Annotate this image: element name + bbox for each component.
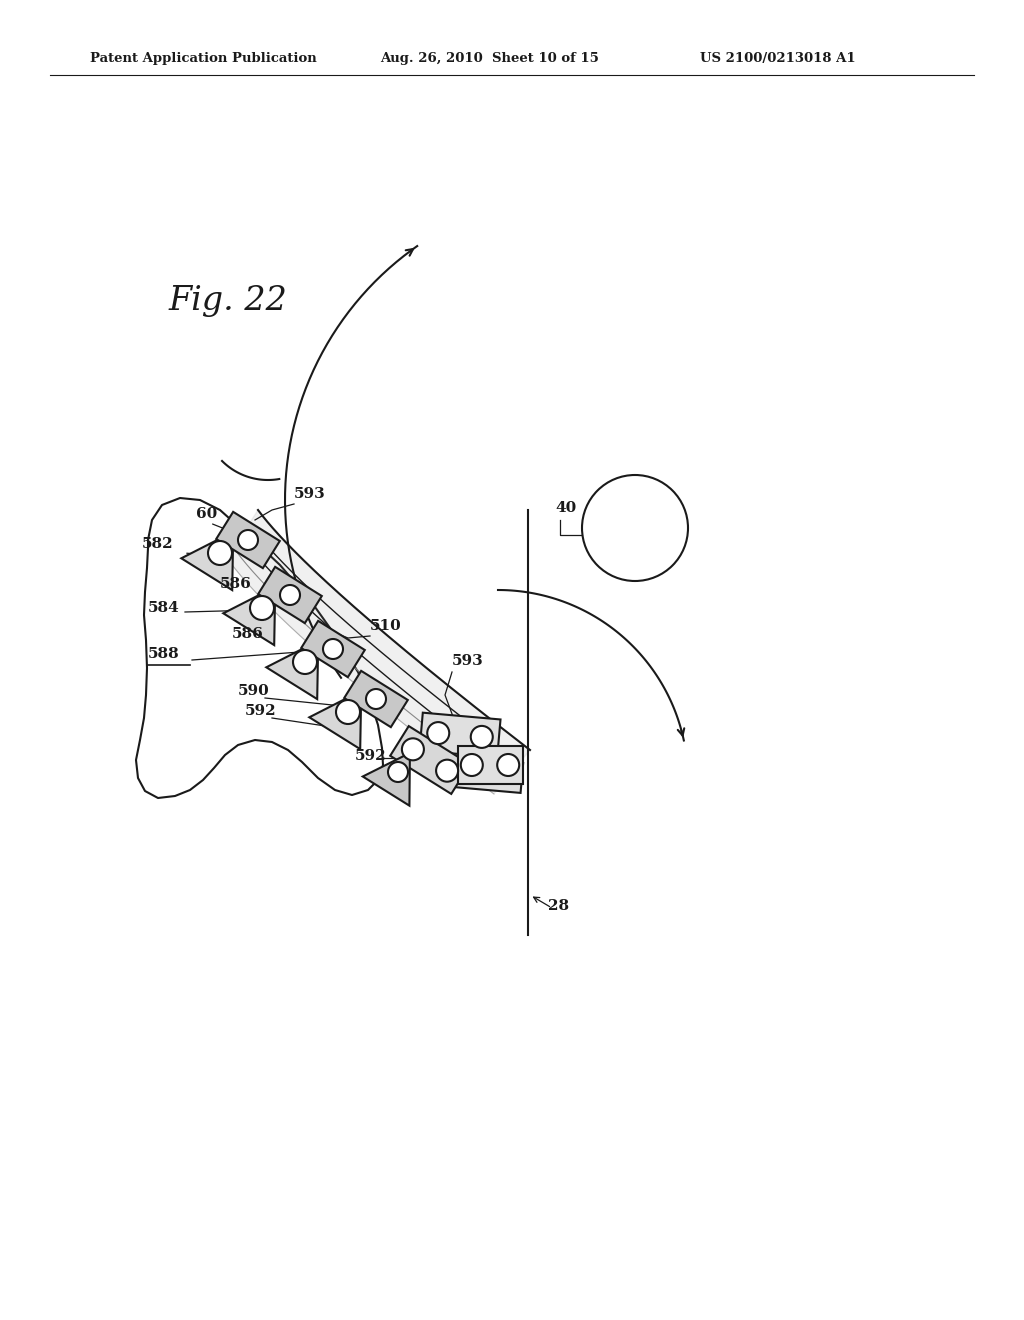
Circle shape <box>401 738 424 760</box>
Text: 510: 510 <box>370 619 401 634</box>
Polygon shape <box>390 726 470 793</box>
Circle shape <box>238 531 258 550</box>
Text: 586: 586 <box>220 577 252 591</box>
Circle shape <box>293 649 317 675</box>
Circle shape <box>250 597 274 620</box>
Polygon shape <box>266 640 318 700</box>
Polygon shape <box>309 690 361 748</box>
Polygon shape <box>181 532 233 590</box>
Text: 592: 592 <box>355 748 387 763</box>
Circle shape <box>427 722 450 744</box>
Text: 584: 584 <box>148 601 180 615</box>
Polygon shape <box>227 510 530 795</box>
Polygon shape <box>258 566 322 623</box>
Polygon shape <box>301 620 365 677</box>
Circle shape <box>461 754 482 776</box>
Circle shape <box>388 762 408 781</box>
Text: 590: 590 <box>238 684 269 698</box>
Text: Patent Application Publication: Patent Application Publication <box>90 51 316 65</box>
Text: US 2100/0213018 A1: US 2100/0213018 A1 <box>700 51 856 65</box>
Circle shape <box>336 700 360 723</box>
Polygon shape <box>362 752 410 805</box>
Polygon shape <box>453 758 523 793</box>
Circle shape <box>436 760 458 781</box>
Text: 592: 592 <box>245 704 276 718</box>
Text: Aug. 26, 2010  Sheet 10 of 15: Aug. 26, 2010 Sheet 10 of 15 <box>380 51 599 65</box>
Text: Fig. 22: Fig. 22 <box>168 285 287 317</box>
Circle shape <box>280 585 300 605</box>
Circle shape <box>498 754 519 776</box>
Text: 593: 593 <box>294 487 326 502</box>
Text: 588: 588 <box>148 647 180 661</box>
Text: 40: 40 <box>555 502 577 515</box>
Circle shape <box>471 726 493 748</box>
Polygon shape <box>458 746 522 784</box>
Polygon shape <box>420 713 501 758</box>
Circle shape <box>323 639 343 659</box>
Text: 586: 586 <box>232 627 264 642</box>
Polygon shape <box>216 512 280 568</box>
Polygon shape <box>344 671 408 727</box>
Text: 582: 582 <box>142 537 174 550</box>
Text: 28: 28 <box>548 899 569 913</box>
Polygon shape <box>223 587 275 645</box>
Circle shape <box>366 689 386 709</box>
Text: 593: 593 <box>452 653 483 668</box>
Text: 60: 60 <box>196 507 217 521</box>
Circle shape <box>208 541 232 565</box>
